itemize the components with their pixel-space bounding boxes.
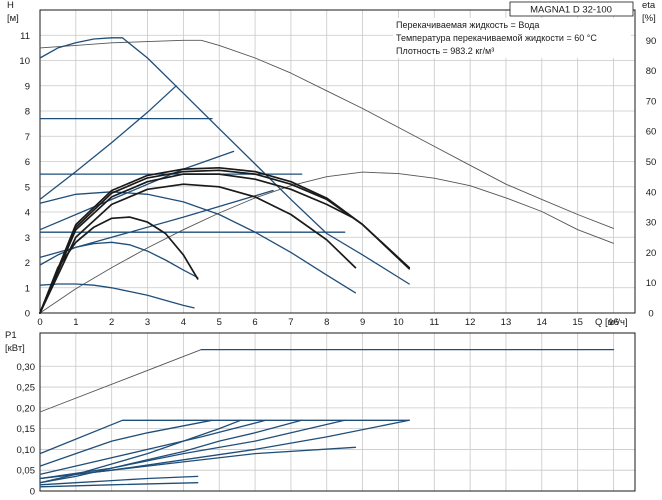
head-proportional-high-line [39, 85, 177, 201]
power-p-prop-max-line [39, 419, 410, 455]
head-qh-5-line [39, 166, 411, 314]
eta-tick-label: 40 [646, 187, 657, 198]
info-density: Плотность = 983.2 кг/м³ [396, 46, 494, 56]
eta-tick-label: 10 [646, 278, 657, 289]
eta-tick-label: 70 [646, 96, 657, 107]
head-proportional-max-line [39, 37, 410, 285]
x-tick-label: 16 [608, 317, 619, 328]
x-tick-label: 4 [181, 317, 186, 328]
power-y-tick-label: 0,30 [17, 362, 36, 373]
head-y-axis-label-top: H [7, 0, 14, 11]
head-max-curve-line [39, 39, 614, 229]
x-tick-label: 11 [429, 317, 439, 328]
x-tick-label: 14 [537, 317, 548, 328]
head-y-tick-label: 5 [25, 182, 30, 193]
power-y-axis-label-top: P1 [5, 330, 17, 341]
head-y-axis-label-unit: [м] [7, 13, 19, 24]
power-y-tick-label: 0 [30, 487, 35, 498]
head-qh-3-line [39, 173, 353, 314]
head-y-tick-label: 4 [25, 208, 30, 219]
power-p-e-line [39, 419, 213, 467]
x-tick-label: 13 [501, 317, 512, 328]
power-y-axis-label-unit: [кВт] [5, 343, 25, 354]
head-y-tick-label: 7 [25, 132, 30, 143]
x-tick-label: 10 [393, 317, 404, 328]
chart-title-box [509, 1, 634, 17]
x-axis-label: Q [м³/ч] [595, 317, 628, 328]
power-series-group [39, 348, 615, 488]
head-qh-2-line [39, 183, 357, 314]
x-tick-label: 3 [145, 317, 150, 328]
head-speed-mid-line [39, 191, 357, 294]
x-tick-label: 6 [252, 317, 257, 328]
head-y-tick-label: 3 [25, 233, 30, 244]
head-proportional-mid-line [39, 150, 235, 231]
power-p-max-curve-line [39, 349, 202, 413]
head-y-tick-label: 6 [25, 157, 30, 168]
power-p-f-line [39, 419, 267, 476]
x-tick-label: 5 [217, 317, 222, 328]
head-y-tick-label: 9 [25, 81, 30, 92]
eta-tick-label: 80 [646, 66, 657, 77]
eta-tick-label: 60 [646, 127, 657, 138]
eta-tick-label: 30 [646, 218, 657, 229]
power-y-tick-label: 0,15 [17, 424, 36, 435]
eta-tick-label: 0 [648, 309, 653, 320]
info-box-background [393, 18, 631, 58]
head-series-group [39, 37, 614, 314]
x-tick-label: 15 [572, 317, 583, 328]
power-p-h-line [39, 475, 199, 486]
x-tick-label: 0 [37, 317, 42, 328]
head-y-tick-label: 1 [25, 283, 30, 294]
eta-tick-label: 90 [646, 36, 657, 47]
eta-tick-label: 50 [646, 157, 657, 168]
power-y-tick-label: 0,05 [17, 466, 36, 477]
info-fluid: Перекачиваемая жидкость = Вода [396, 20, 539, 30]
head-tick-labels: 0 1 2 3 4 5 6 7 8 9 10 11 12 13 14 15 160123456789101101… [19, 31, 656, 328]
x-tick-label: 7 [288, 317, 293, 328]
x-tick-label: 1 [73, 317, 78, 328]
power-y-tick-label: 0,25 [17, 383, 36, 394]
head-y-tick-label: 8 [25, 107, 30, 118]
x-tick-label: 8 [324, 317, 329, 328]
power-p-g-line [39, 446, 357, 480]
eta-tick-label: 20 [646, 248, 657, 259]
power-p-b-line [39, 419, 303, 484]
x-tick-label: 12 [465, 317, 476, 328]
power-y-tick-label: 0,10 [17, 445, 36, 456]
power-p-i-line [39, 482, 199, 488]
eta-axis-label-top: eta [642, 0, 656, 11]
x-tick-label: 9 [360, 317, 365, 328]
head-y-tick-label: 2 [25, 258, 30, 269]
power-y-tick-label: 0,20 [17, 403, 36, 414]
head-y-tick-label: 10 [19, 56, 30, 67]
head-plot-frame [39, 9, 636, 314]
head-y-tick-label: 11 [20, 31, 30, 42]
head-efficiency-line [39, 171, 614, 314]
head-y-tick-label: 0 [25, 309, 30, 320]
eta-axis-label-unit: [%] [642, 13, 656, 24]
info-temperature: Температура перекачиваемой жидкости = 60… [396, 33, 597, 43]
power-p-c-line [39, 419, 346, 480]
chart-title: MAGNA1 D 32-100 [530, 5, 612, 16]
power-tick-labels: 0 0,05 0,10 0,15 0,20 0,25 0,30 [17, 362, 36, 498]
x-tick-label: 2 [109, 317, 114, 328]
head-speed-low-1-line [39, 283, 195, 309]
